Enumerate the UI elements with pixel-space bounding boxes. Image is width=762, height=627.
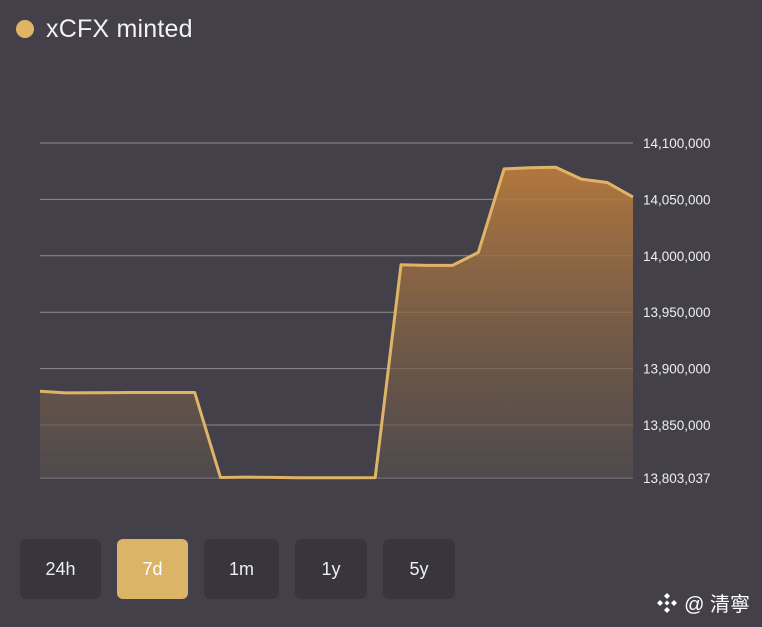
y-tick-label: 14,100,000: [643, 136, 711, 151]
watermark: @ 清寧: [656, 588, 750, 617]
line-chart: 14,100,000 14,050,000 14,000,000 13,950,000…: [39, 136, 711, 486]
y-tick-label: 14,050,000: [643, 192, 711, 207]
range-button-5y[interactable]: 5y: [383, 539, 455, 599]
y-tick-label: 13,850,000: [643, 418, 711, 433]
y-tick-label: 13,803,037: [643, 471, 711, 486]
y-tick-label: 13,900,000: [643, 362, 711, 377]
y-tick-label: 14,000,000: [643, 249, 711, 264]
y-axis-labels: 14,100,000 14,050,000 14,000,000 13,950,000…: [643, 136, 711, 486]
range-button-7d[interactable]: 7d: [117, 539, 188, 599]
series-area: [40, 167, 633, 479]
area-fill: [40, 167, 633, 479]
series-path: [39, 165, 634, 480]
series-line: [39, 165, 634, 480]
binance-logo-icon: [657, 592, 678, 613]
chart-title: xCFX minted: [46, 14, 193, 43]
watermark-text: @ 清寧: [684, 594, 750, 616]
range-button-24h[interactable]: 24h: [20, 539, 101, 599]
y-tick-label: 13,950,000: [643, 305, 711, 320]
legend-dot-icon: [16, 20, 34, 38]
range-button-1m[interactable]: 1m: [204, 539, 279, 599]
chart-header: xCFX minted: [16, 12, 193, 46]
range-button-1y[interactable]: 1y: [295, 539, 367, 599]
